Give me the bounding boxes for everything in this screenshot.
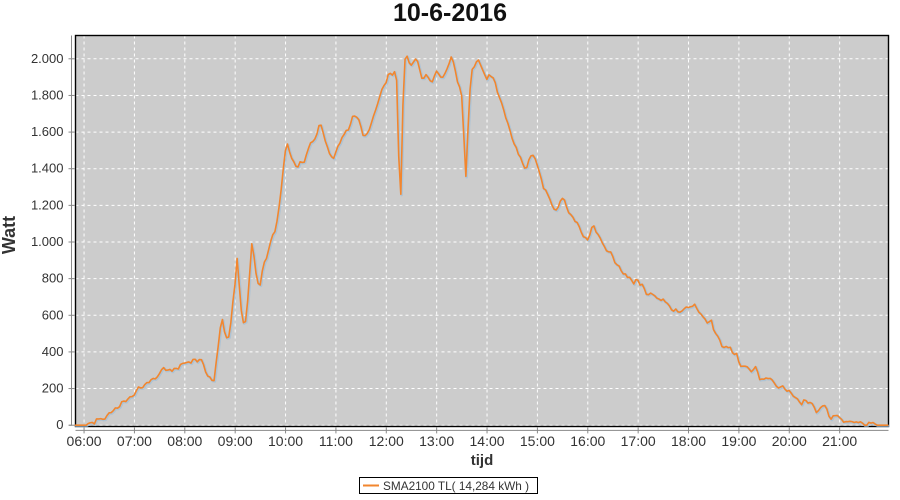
svg-text:14:00: 14:00 [470,433,505,449]
svg-text:tijd: tijd [471,452,494,469]
svg-text:400: 400 [42,344,64,359]
svg-text:16:00: 16:00 [570,433,605,449]
svg-text:07:00: 07:00 [117,433,152,449]
svg-text:20:00: 20:00 [772,433,807,449]
svg-text:1.400: 1.400 [31,161,64,176]
svg-text:Watt: Watt [0,216,19,254]
svg-text:08:00: 08:00 [167,433,202,449]
svg-text:2.000: 2.000 [31,51,64,66]
svg-text:1.800: 1.800 [31,87,64,102]
svg-text:1.600: 1.600 [31,124,64,139]
svg-text:10:00: 10:00 [268,433,303,449]
svg-text:1.200: 1.200 [31,197,64,212]
svg-text:21:00: 21:00 [822,433,857,449]
svg-text:15:00: 15:00 [520,433,555,449]
svg-text:12:00: 12:00 [369,433,404,449]
svg-text:06:00: 06:00 [67,433,102,449]
svg-text:18:00: 18:00 [671,433,706,449]
svg-text:17:00: 17:00 [621,433,656,449]
svg-text:11:00: 11:00 [319,433,353,449]
svg-text:13:00: 13:00 [419,433,454,449]
svg-text:1.000: 1.000 [31,234,64,249]
svg-text:09:00: 09:00 [218,433,253,449]
svg-text:19:00: 19:00 [721,433,756,449]
svg-text:800: 800 [42,271,64,286]
svg-text:0: 0 [56,417,63,432]
svg-text:SMA2100 TL( 14,284 kWh ): SMA2100 TL( 14,284 kWh ) [383,479,529,493]
svg-text:600: 600 [42,307,64,322]
svg-text:200: 200 [42,381,64,396]
